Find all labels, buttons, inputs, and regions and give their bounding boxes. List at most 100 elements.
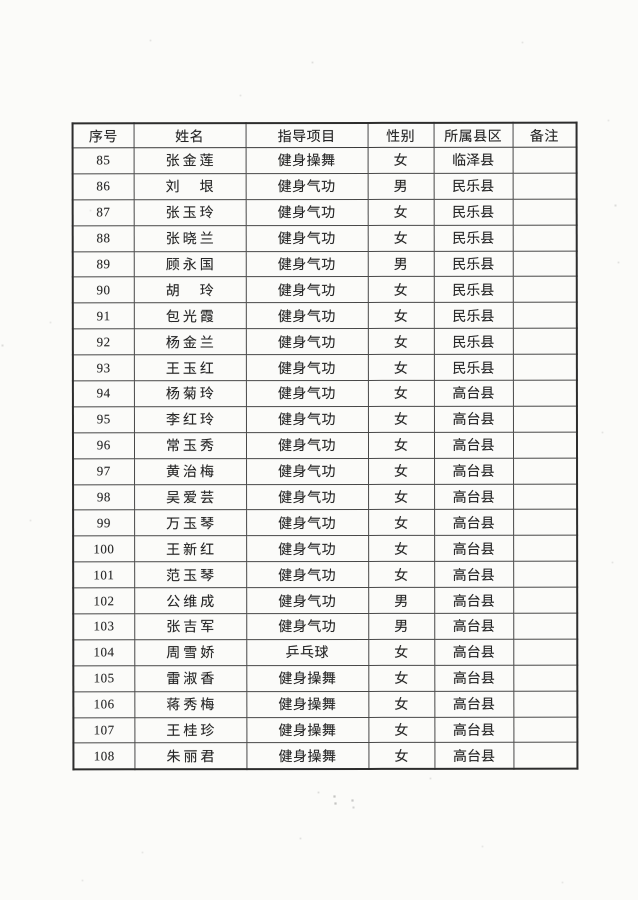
table-row: 100 王新红 健身气功 女 高台县 bbox=[73, 535, 578, 563]
table-row: 103 张吉军 健身气功 男 高台县 bbox=[73, 613, 578, 640]
cell-gender: 女 bbox=[367, 199, 434, 226]
table-body: 85 张金莲 健身操舞 女 临泽县 86 刘 垠 健身气功 男 民乐县 87 张… bbox=[72, 147, 578, 770]
table-row: 104 周雪娇 乒乓球 女 高台县 bbox=[73, 639, 578, 666]
cell-serial: 107 bbox=[73, 717, 135, 744]
cell-serial: 94 bbox=[72, 380, 134, 407]
table-row: 95 李红玲 健身气功 女 高台县 bbox=[72, 406, 577, 433]
cell-county: 高台县 bbox=[434, 716, 514, 743]
cell-project: 健身操舞 bbox=[246, 742, 369, 770]
cell-gender: 女 bbox=[367, 225, 434, 252]
cell-serial: 86 bbox=[72, 173, 134, 200]
cell-gender: 男 bbox=[367, 173, 434, 200]
cell-remarks bbox=[513, 587, 578, 614]
cell-remarks bbox=[513, 613, 578, 640]
cell-name: 周雪娇 bbox=[134, 639, 247, 666]
table-row: 87 张玉玲 健身气功 女 民乐县 bbox=[72, 198, 577, 226]
table-row: 96 常玉秀 健身气功 女 高台县 bbox=[72, 431, 578, 459]
table-row: 93 王玉红 健身气功 女 民乐县 bbox=[72, 354, 577, 381]
cell-county: 高台县 bbox=[434, 742, 514, 770]
cell-remarks bbox=[512, 198, 577, 225]
cell-gender: 女 bbox=[367, 302, 434, 329]
cell-county: 民乐县 bbox=[433, 224, 513, 251]
cell-county: 民乐县 bbox=[433, 276, 513, 303]
cell-name: 胡 玲 bbox=[133, 277, 246, 304]
cell-name: 公维成 bbox=[134, 587, 247, 614]
column-header-remarks: 备注 bbox=[512, 122, 577, 148]
cell-county: 民乐县 bbox=[433, 199, 513, 226]
cell-county: 民乐县 bbox=[433, 173, 513, 200]
cell-county: 高台县 bbox=[433, 380, 513, 407]
column-header-name: 姓名 bbox=[133, 123, 246, 148]
cell-gender: 女 bbox=[368, 509, 435, 536]
scan-noise bbox=[0, 0, 1, 1]
cell-remarks bbox=[513, 742, 578, 770]
cell-project: 乒乓球 bbox=[246, 639, 369, 666]
cell-county: 高台县 bbox=[434, 483, 514, 510]
cell-project: 健身气功 bbox=[246, 509, 369, 536]
table-row: 90 胡 玲 健身气功 女 民乐县 bbox=[72, 276, 577, 304]
cell-name: 万玉琴 bbox=[134, 510, 247, 537]
cell-remarks bbox=[513, 561, 578, 588]
cell-remarks bbox=[513, 457, 578, 484]
roster-table: 序号 姓名 指导项目 性别 所属县区 备注 85 张金莲 健身操舞 女 临泽县 … bbox=[71, 121, 579, 771]
cell-county: 高台县 bbox=[433, 432, 514, 459]
cell-county: 高台县 bbox=[434, 587, 514, 614]
cell-serial: 108 bbox=[73, 743, 135, 770]
cell-project: 健身气功 bbox=[245, 251, 368, 278]
cell-remarks bbox=[512, 406, 577, 433]
cell-gender: 男 bbox=[367, 250, 434, 277]
cell-gender: 女 bbox=[368, 716, 435, 743]
cell-project: 健身操舞 bbox=[246, 717, 369, 744]
table-row: 97 黄治梅 健身气功 女 高台县 bbox=[73, 457, 578, 485]
cell-county: 民乐县 bbox=[433, 302, 513, 329]
column-header-serial: 序号 bbox=[72, 123, 134, 148]
cell-remarks bbox=[512, 354, 577, 381]
cell-serial: 106 bbox=[73, 691, 135, 718]
cell-name: 王新红 bbox=[134, 535, 247, 563]
cell-name: 杨菊玲 bbox=[133, 380, 246, 407]
cell-serial: 90 bbox=[72, 277, 134, 304]
cell-remarks bbox=[512, 224, 577, 251]
cell-remarks bbox=[512, 431, 578, 458]
table-row: 89 顾永国 健身气功 男 民乐县 bbox=[72, 250, 577, 278]
cell-county: 高台县 bbox=[434, 535, 514, 562]
cell-gender: 女 bbox=[368, 561, 435, 588]
cell-name: 包光霞 bbox=[133, 302, 246, 330]
cell-county: 临泽县 bbox=[433, 147, 513, 174]
table-row: 102 公维成 健身气功 男 高台县 bbox=[73, 587, 578, 614]
table-row: 88 张晓兰 健身气功 女 民乐县 bbox=[72, 224, 577, 252]
cell-remarks bbox=[513, 664, 578, 691]
table-row: 106 蒋秀梅 健身操舞 女 高台县 bbox=[73, 690, 578, 718]
table-row-header: 序号 姓名 指导项目 性别 所属县区 备注 bbox=[72, 122, 577, 148]
cell-project: 健身气功 bbox=[245, 302, 368, 329]
cell-remarks bbox=[512, 173, 577, 200]
cell-gender: 女 bbox=[368, 458, 435, 485]
cell-name: 王玉红 bbox=[133, 354, 246, 381]
cell-county: 民乐县 bbox=[433, 328, 513, 355]
cell-gender: 女 bbox=[368, 639, 435, 666]
cell-remarks bbox=[513, 483, 578, 510]
cell-gender: 女 bbox=[368, 665, 435, 692]
table-row: 101 范玉琴 健身气功 女 高台县 bbox=[73, 561, 578, 588]
cell-serial: 89 bbox=[72, 251, 134, 278]
cell-project: 健身气功 bbox=[245, 328, 368, 355]
cell-county: 民乐县 bbox=[433, 250, 513, 277]
cell-county: 高台县 bbox=[434, 639, 514, 666]
cell-name: 李红玲 bbox=[133, 406, 246, 433]
cell-gender: 女 bbox=[368, 691, 435, 718]
cell-name: 张吉军 bbox=[134, 613, 247, 640]
cell-serial: 92 bbox=[72, 329, 134, 355]
cell-name: 蒋秀梅 bbox=[134, 691, 247, 718]
cell-name: 张金莲 bbox=[133, 147, 246, 174]
cell-remarks bbox=[512, 328, 577, 355]
column-header-gender: 性别 bbox=[367, 122, 434, 148]
cell-remarks bbox=[513, 716, 578, 743]
cell-gender: 女 bbox=[367, 380, 434, 407]
cell-name: 杨金兰 bbox=[133, 328, 246, 355]
cell-county: 高台县 bbox=[434, 509, 514, 536]
cell-project: 健身气功 bbox=[245, 225, 368, 252]
cell-serial: 102 bbox=[73, 587, 135, 614]
cell-gender: 女 bbox=[368, 483, 435, 510]
cell-county: 高台县 bbox=[434, 613, 514, 640]
